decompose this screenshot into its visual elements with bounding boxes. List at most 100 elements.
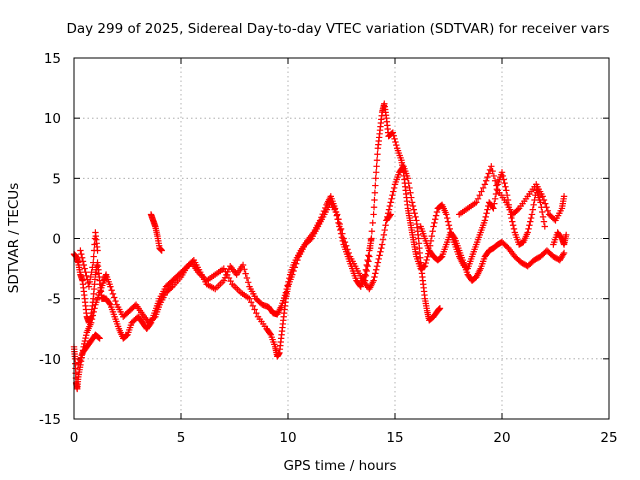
data-point — [560, 193, 568, 200]
data-point — [392, 138, 399, 146]
data-point — [481, 217, 489, 224]
data-point — [109, 290, 117, 298]
data-point — [373, 157, 381, 164]
data-point — [514, 206, 522, 213]
data-point — [491, 195, 499, 202]
data-point — [476, 191, 483, 199]
data-point — [444, 218, 452, 225]
data-point — [246, 295, 253, 302]
data-point — [365, 252, 372, 259]
data-point — [80, 261, 88, 269]
data-point — [82, 268, 89, 276]
data-point — [374, 259, 382, 266]
data-point — [503, 187, 510, 194]
x-tick-label: 10 — [279, 430, 296, 446]
data-point — [390, 188, 397, 195]
data-point — [372, 270, 379, 277]
data-point — [491, 177, 499, 184]
data-point — [90, 253, 97, 260]
data-point — [490, 172, 498, 180]
data-point — [266, 330, 274, 337]
data-point — [560, 249, 568, 257]
x-axis-label: GPS time / hours — [283, 458, 396, 474]
data-point — [294, 256, 301, 264]
data-point — [372, 175, 379, 182]
data-point — [87, 273, 94, 281]
series-track-2 — [70, 199, 394, 360]
data-point — [429, 228, 436, 235]
data-point — [539, 213, 547, 221]
data-point — [542, 200, 549, 207]
series-track-8 — [417, 223, 568, 284]
y-tick-label: 15 — [44, 51, 61, 67]
data-point — [291, 264, 299, 271]
data-point — [372, 266, 380, 273]
data-point — [78, 254, 86, 261]
data-point — [378, 241, 386, 248]
data-point — [370, 211, 377, 218]
data-point — [393, 141, 400, 149]
data-point — [146, 320, 154, 328]
data-point — [489, 167, 496, 175]
data-point — [247, 299, 255, 306]
data-point — [490, 205, 497, 212]
data-point — [79, 258, 87, 265]
data-point — [289, 271, 296, 278]
y-axis-label: SDTVAR / TECUs — [6, 183, 22, 293]
data-point — [249, 302, 257, 310]
data-point — [370, 204, 378, 211]
data-point — [341, 238, 349, 246]
data-point — [371, 189, 379, 196]
data-point — [502, 183, 509, 190]
data-point — [384, 213, 391, 221]
data-point — [423, 256, 430, 264]
data-point — [337, 226, 344, 234]
data-point — [540, 196, 548, 204]
data-point — [543, 204, 550, 211]
data-point — [529, 206, 537, 213]
data-point — [251, 306, 258, 313]
data-point — [424, 253, 431, 260]
data-point — [479, 184, 487, 192]
data-point — [389, 129, 397, 136]
data-point — [483, 210, 490, 217]
data-point — [343, 242, 350, 249]
data-point — [220, 277, 227, 284]
data-point — [94, 247, 101, 254]
data-point — [364, 262, 371, 270]
data-point — [108, 287, 115, 294]
data-point — [365, 258, 372, 265]
data-point — [433, 208, 441, 216]
x-tick-label: 20 — [493, 430, 510, 446]
grid-lines — [74, 58, 609, 419]
data-point — [436, 305, 444, 312]
data-point — [362, 266, 370, 273]
data-point — [88, 268, 95, 276]
data-point — [363, 261, 370, 269]
data-point — [525, 225, 532, 233]
data-point — [90, 259, 97, 266]
data-point — [307, 236, 314, 243]
chart-title: Day 299 of 2025, Sidereal Day-to-day VTE… — [66, 21, 609, 37]
data-point — [390, 184, 398, 192]
data-point — [530, 201, 537, 209]
data-point — [253, 309, 260, 317]
y-tick-label: -15 — [39, 412, 61, 428]
data-point — [368, 228, 376, 235]
data-point — [372, 169, 380, 176]
data-point — [528, 211, 536, 218]
data-point — [473, 199, 480, 206]
data-point — [381, 226, 388, 234]
data-point — [450, 234, 458, 241]
data-point — [292, 260, 300, 267]
data-point — [501, 179, 508, 187]
data-point — [371, 273, 378, 281]
data-point — [339, 230, 346, 237]
data-point — [82, 332, 90, 339]
data-point — [383, 217, 390, 224]
data-point — [382, 222, 389, 229]
data-point — [491, 200, 498, 207]
data-point — [432, 216, 439, 223]
data-point — [428, 232, 436, 240]
data-point — [500, 176, 507, 183]
